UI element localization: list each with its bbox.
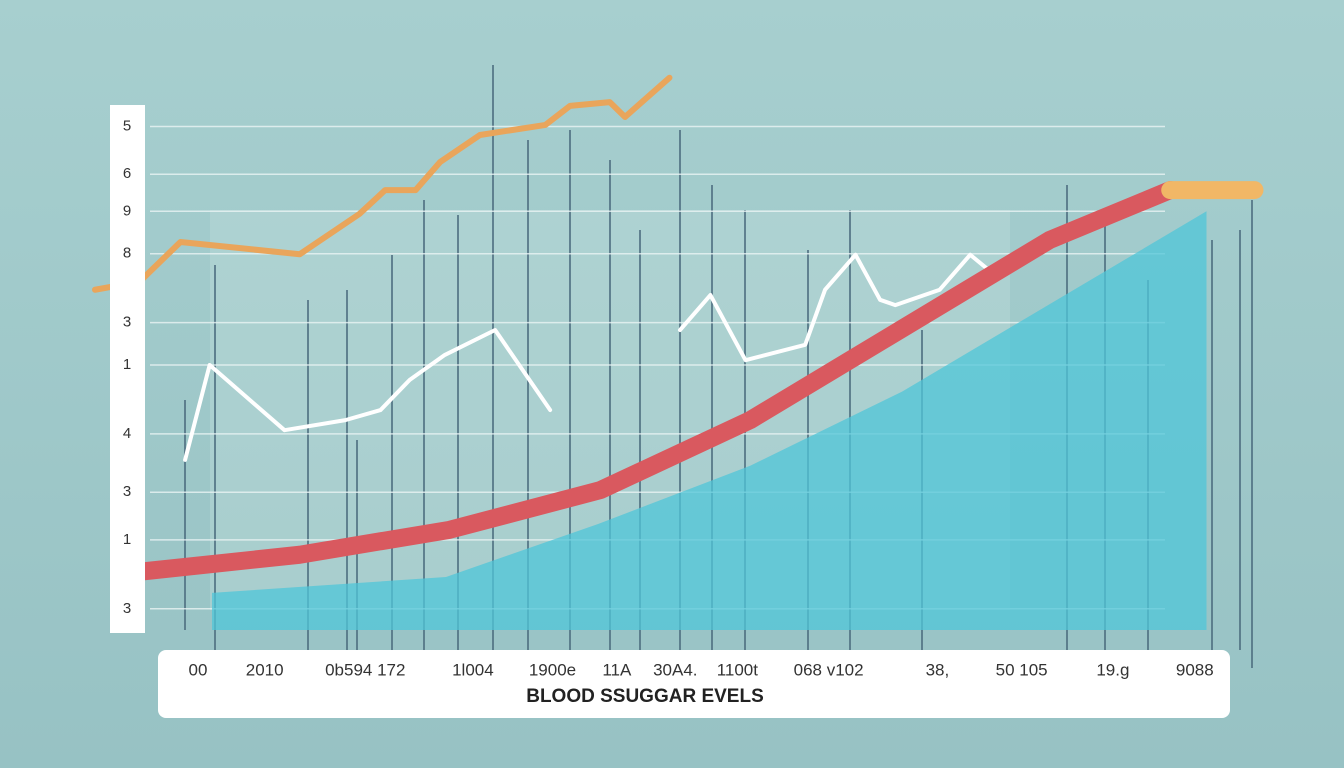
series-line bbox=[121, 181, 1180, 582]
chart-title: BLOOD SSUGGAR EVELS bbox=[526, 686, 764, 707]
y-tick-label: 9 bbox=[123, 202, 131, 219]
y-tick-label: 1 bbox=[123, 356, 131, 373]
x-tick-label: 19.g bbox=[1096, 660, 1129, 679]
x-tick-label: 068 v102 bbox=[794, 660, 864, 679]
area bbox=[212, 211, 1207, 631]
series-line bbox=[183, 328, 553, 462]
x-tick-label: 50 105 bbox=[996, 660, 1048, 679]
y-ticks: 5 6 9 8 3 1 4 3 1 3 bbox=[123, 117, 131, 616]
x-tick-label: 00 bbox=[188, 660, 207, 679]
series-line bbox=[92, 74, 673, 293]
y-tick-label: 3 bbox=[123, 483, 131, 500]
x-tick-label: 38, bbox=[926, 660, 950, 679]
y-tick-label: 5 bbox=[123, 117, 131, 134]
x-tick-label: 2010 bbox=[246, 660, 284, 679]
y-tick-label: 1 bbox=[123, 531, 131, 548]
x-panel bbox=[158, 650, 1230, 718]
y-tick-label: 8 bbox=[123, 245, 131, 262]
y-tick-label: 6 bbox=[123, 165, 131, 182]
x-tick-label: 1l004 bbox=[452, 660, 494, 679]
x-ticks: 00 2010 0b594 172 1l004 1900e 11A 30A4. 1100t 06… bbox=[188, 660, 1213, 679]
y-tick-label: 3 bbox=[123, 314, 131, 331]
y-tick-label: 4 bbox=[123, 425, 131, 442]
series-line bbox=[678, 252, 997, 363]
x-tick-label: 1100t bbox=[717, 660, 759, 679]
x-tick-label: 11A bbox=[602, 660, 632, 679]
x-tick-label: 30A4. bbox=[653, 660, 697, 679]
plot bbox=[92, 74, 1264, 631]
x-tick-label: 0b594 172 bbox=[325, 660, 405, 679]
x-tick-label: 1900e bbox=[529, 660, 576, 679]
y-axis-bar bbox=[110, 105, 145, 633]
x-tick-label: 9088 bbox=[1176, 660, 1214, 679]
y-tick-label: 3 bbox=[123, 600, 131, 617]
